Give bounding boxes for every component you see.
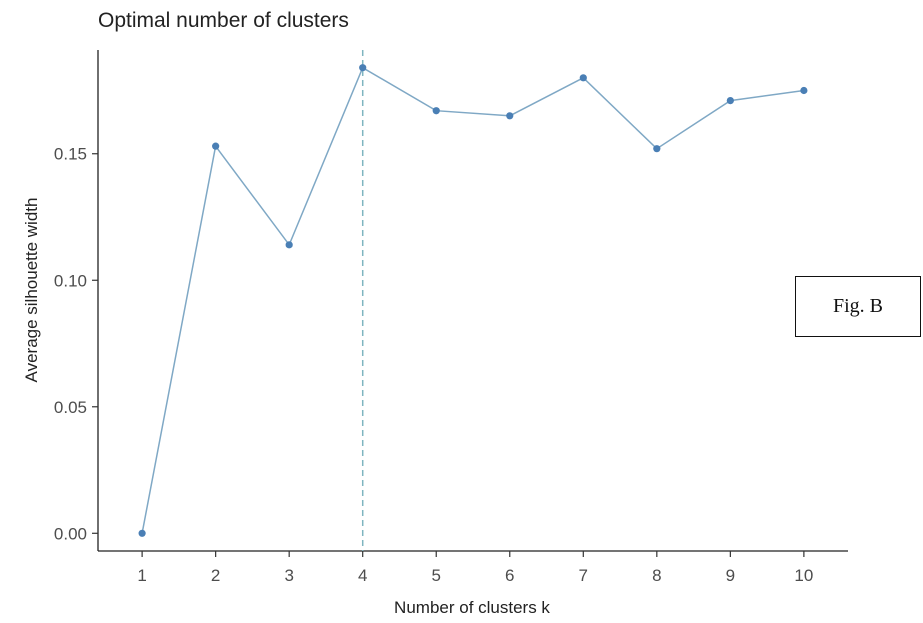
y-axis-label: Average silhouette width [22, 198, 41, 383]
data-point [653, 145, 661, 153]
y-ticks: 0.00 0.05 0.10 0.15 [54, 145, 98, 543]
x-tick-label: 7 [579, 566, 588, 585]
data-point [212, 142, 220, 150]
data-point [726, 97, 734, 105]
y-tick-label: 0.10 [54, 271, 87, 290]
x-tick-label: 2 [211, 566, 220, 585]
data-points [138, 64, 808, 537]
x-tick-label: 1 [137, 566, 146, 585]
x-tick-label: 5 [432, 566, 441, 585]
series-line [141, 66, 805, 534]
figure-label: Fig. B [832, 295, 884, 317]
x-tick-label: 8 [652, 566, 661, 585]
data-point [138, 529, 146, 537]
x-tick-label: 9 [726, 566, 735, 585]
data-point [285, 241, 293, 249]
x-tick-label: 4 [358, 566, 367, 585]
x-tick-label: 6 [505, 566, 514, 585]
data-point [432, 107, 440, 115]
data-point [359, 64, 367, 72]
y-tick-label: 0.00 [54, 524, 87, 543]
y-tick-label: 0.05 [54, 398, 87, 417]
figure-label-box: Fig. B [795, 276, 921, 337]
x-tick-label: 10 [794, 566, 813, 585]
x-axis-label: Number of clusters k [394, 598, 550, 617]
x-ticks: 1 2 3 4 5 6 7 8 9 10 [137, 551, 813, 585]
data-point [800, 86, 808, 95]
data-point [579, 74, 587, 82]
data-point [506, 112, 514, 120]
chart-title: Optimal number of clusters [98, 9, 349, 32]
y-tick-label: 0.15 [54, 145, 87, 164]
x-tick-label: 3 [284, 566, 293, 585]
